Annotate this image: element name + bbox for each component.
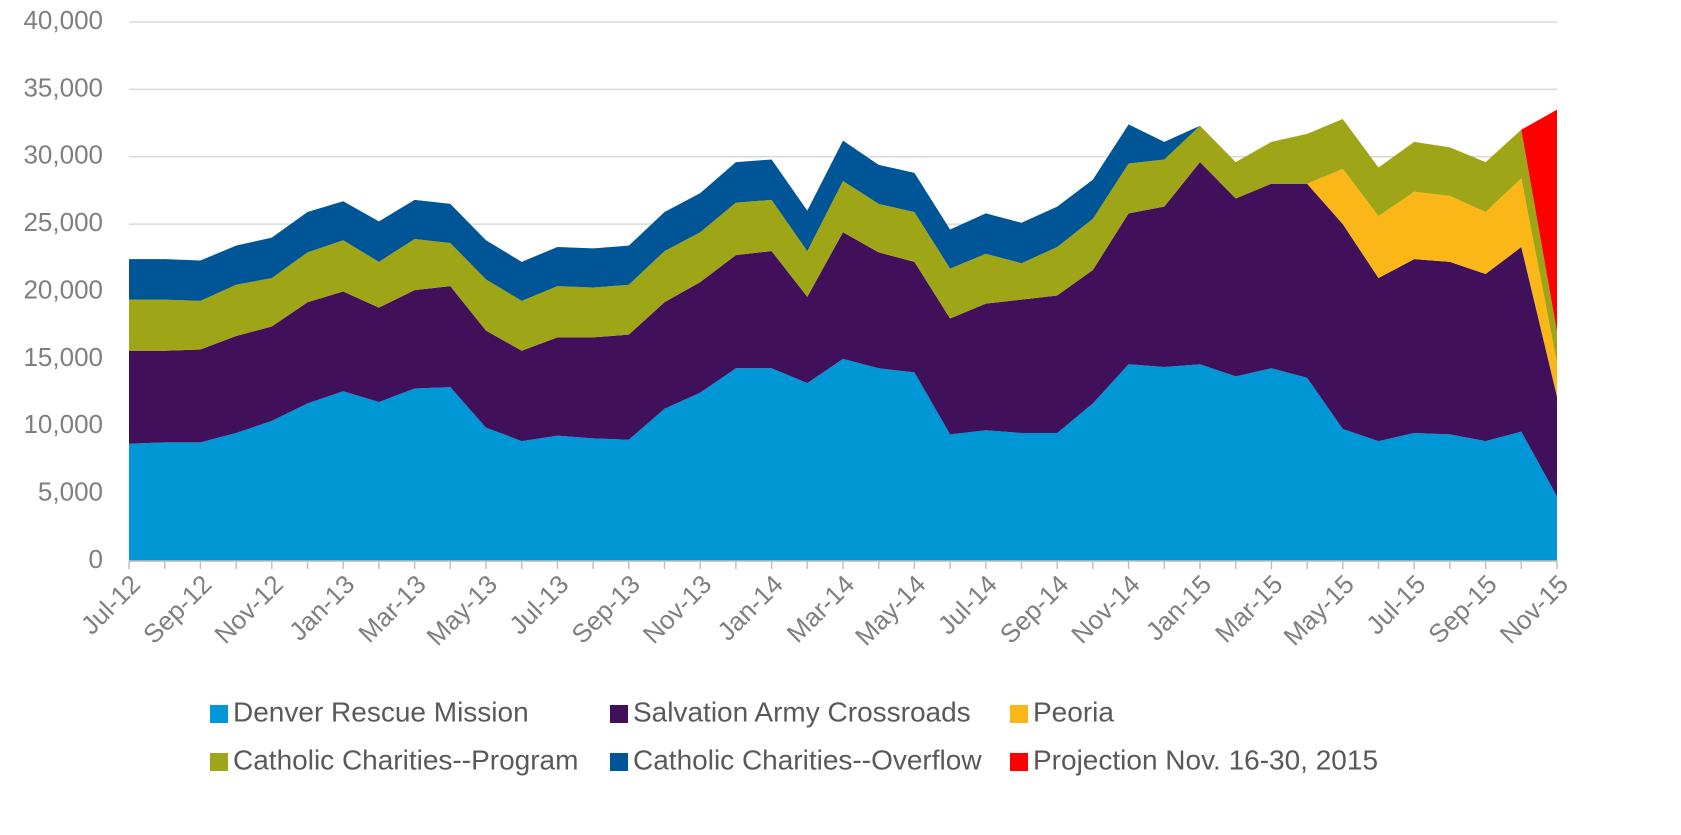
legend-swatch: [1010, 705, 1028, 723]
legend-swatch: [610, 705, 628, 723]
x-tick-label: May-15: [1277, 569, 1360, 652]
x-tick-label: May-13: [421, 569, 504, 652]
x-tick-label: May-14: [849, 569, 932, 652]
y-tick-label: 0: [89, 544, 103, 574]
x-tick-label: Jan-14: [711, 569, 788, 646]
y-tick-label: 15,000: [23, 342, 103, 372]
x-tick-label: Mar-13: [352, 569, 431, 648]
y-tick-label: 30,000: [23, 140, 103, 170]
y-tick-label: 40,000: [23, 5, 103, 35]
x-tick-label: Nov-13: [637, 569, 717, 649]
legend-label: Denver Rescue Mission: [233, 696, 529, 727]
x-tick-label: Nov-14: [1065, 569, 1145, 649]
legend-swatch: [210, 753, 228, 771]
x-tick-label: Nov-15: [1494, 569, 1574, 649]
x-tick-label: Sep-14: [994, 569, 1074, 649]
legend-label: Projection Nov. 16-30, 2015: [1033, 744, 1378, 775]
y-tick-label: 10,000: [23, 409, 103, 439]
x-tick-label: Jul-14: [932, 569, 1003, 640]
x-tick-label: Mar-15: [1209, 569, 1288, 648]
y-tick-label: 5,000: [38, 477, 103, 507]
legend-swatch: [610, 753, 628, 771]
x-tick-label: Sep-13: [565, 569, 645, 649]
x-tick-label: Jan-13: [283, 569, 360, 646]
area: [129, 162, 1557, 497]
legend-swatch: [1010, 753, 1028, 771]
legend-label: Catholic Charities--Overflow: [633, 744, 982, 775]
x-tick-label: Sep-12: [137, 569, 217, 649]
legend-swatch: [210, 705, 228, 723]
legend-label: Peoria: [1033, 696, 1114, 727]
y-tick-label: 25,000: [23, 207, 103, 237]
legend-label: Salvation Army Crossroads: [633, 696, 971, 727]
legend-label: Catholic Charities--Program: [233, 744, 578, 775]
area: [129, 119, 1557, 332]
x-tick-label: Sep-15: [1422, 569, 1502, 649]
x-tick-label: Mar-14: [781, 569, 860, 648]
x-tick-label: Jul-13: [503, 569, 574, 640]
x-tick-label: Jan-15: [1140, 569, 1217, 646]
y-tick-label: 35,000: [23, 72, 103, 102]
y-tick-label: 20,000: [23, 274, 103, 304]
x-tick-label: Jul-12: [75, 569, 146, 640]
area: [129, 358, 1557, 561]
x-tick-label: Jul-15: [1360, 569, 1431, 640]
area: [129, 119, 1557, 363]
x-tick-label: Nov-12: [208, 569, 288, 649]
